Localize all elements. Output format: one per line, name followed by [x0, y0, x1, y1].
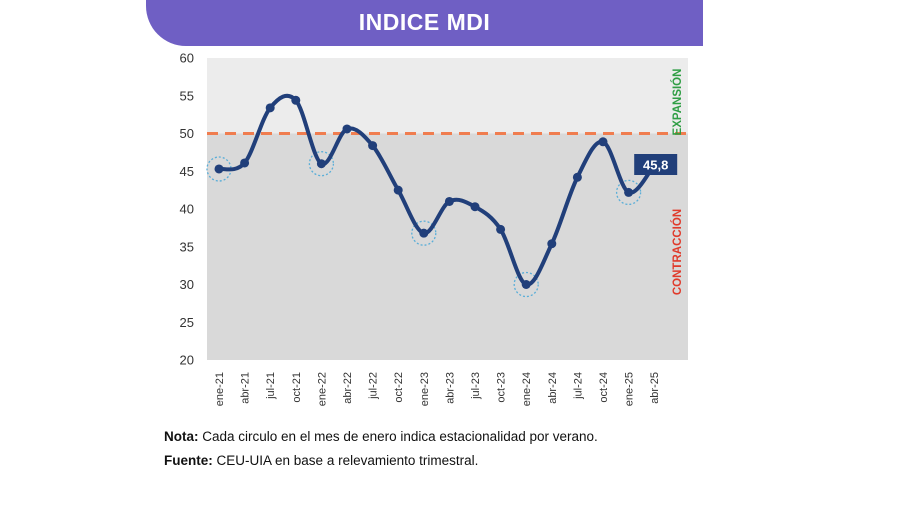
data-point: [598, 137, 608, 147]
last-value-box: [634, 154, 678, 175]
contraction-label: CONTRACCIÓN: [671, 209, 684, 295]
data-point: [393, 185, 403, 195]
seasonality-circle: [615, 179, 642, 206]
x-tick-label: jul-24: [572, 372, 584, 400]
data-point: [624, 187, 634, 197]
y-tick-label: 25: [180, 315, 194, 330]
data-point: [496, 224, 506, 234]
x-tick-label: ene-21: [214, 372, 226, 406]
y-tick-label: 45: [180, 164, 194, 179]
y-tick-label: 40: [180, 202, 194, 217]
data-point: [521, 280, 531, 289]
y-tick-label: 50: [180, 126, 194, 141]
x-tick-label: abr-25: [649, 372, 661, 404]
expansion-zone-background: [207, 58, 688, 134]
x-tick-label: jul-21: [265, 372, 277, 400]
expansion-label: EXPANSIÓN: [671, 69, 684, 136]
data-point: [419, 228, 429, 238]
data-point: [470, 202, 480, 212]
data-point: [291, 95, 301, 105]
x-tick-label: jul-22: [368, 372, 380, 400]
data-point: [240, 158, 250, 168]
data-point: [342, 124, 352, 134]
source-text: CEU-UIA en base a relevamiento trimestra…: [216, 453, 479, 468]
data-point: [572, 172, 582, 182]
x-tick-label: abr-24: [547, 372, 559, 404]
seasonality-circle: [411, 220, 437, 246]
y-tick-label: 20: [180, 353, 194, 368]
x-tick-label: ene-23: [419, 372, 431, 406]
x-tick-label: ene-22: [316, 372, 328, 406]
x-tick-label: jul-23: [470, 372, 482, 400]
x-tick-label: abr-23: [444, 372, 456, 404]
seasonality-circle: [513, 271, 539, 298]
data-point: [444, 196, 454, 206]
y-tick-label: 30: [180, 277, 194, 292]
x-tick-label: ene-25: [624, 372, 636, 406]
page-title: INDICE MDI: [358, 9, 491, 35]
source-label: Fuente:: [164, 453, 213, 468]
notes-block: Nota: Cada circulo en el mes de enero in…: [164, 429, 684, 477]
data-point: [368, 141, 378, 151]
x-tick-label: abr-22: [342, 372, 354, 404]
x-tick-label: abr-21: [240, 372, 252, 404]
seasonality-circle: [308, 151, 335, 177]
note-paragraph: Nota: Cada circulo en el mes de enero in…: [164, 429, 684, 445]
x-tick-label: ene-24: [521, 372, 533, 406]
note-label: Nota:: [164, 429, 199, 444]
data-point: [316, 159, 326, 169]
source-paragraph: Fuente: CEU-UIA en base a relevamiento t…: [164, 453, 684, 469]
title-banner: INDICE MDI: [146, 0, 703, 46]
y-tick-label: 60: [180, 51, 194, 66]
x-tick-label: oct-23: [496, 372, 508, 403]
y-tick-label: 55: [180, 88, 194, 103]
last-value-label: 45,8: [643, 158, 668, 173]
x-tick-label: oct-24: [598, 372, 610, 403]
mdi-line-chart: 20 25 30 35 40 45 50 55 60 ene-21 abr-21 jul-21 oct-…: [180, 51, 688, 406]
x-tick-label: oct-22: [393, 372, 405, 403]
x-tick-label: oct-21: [291, 372, 303, 403]
y-tick-label: 35: [180, 239, 194, 254]
data-point: [214, 164, 224, 174]
contraction-zone-background: [207, 133, 688, 360]
data-point: [547, 239, 557, 249]
note-text: Cada circulo en el mes de enero indica e…: [202, 429, 598, 444]
data-point: [265, 103, 275, 113]
